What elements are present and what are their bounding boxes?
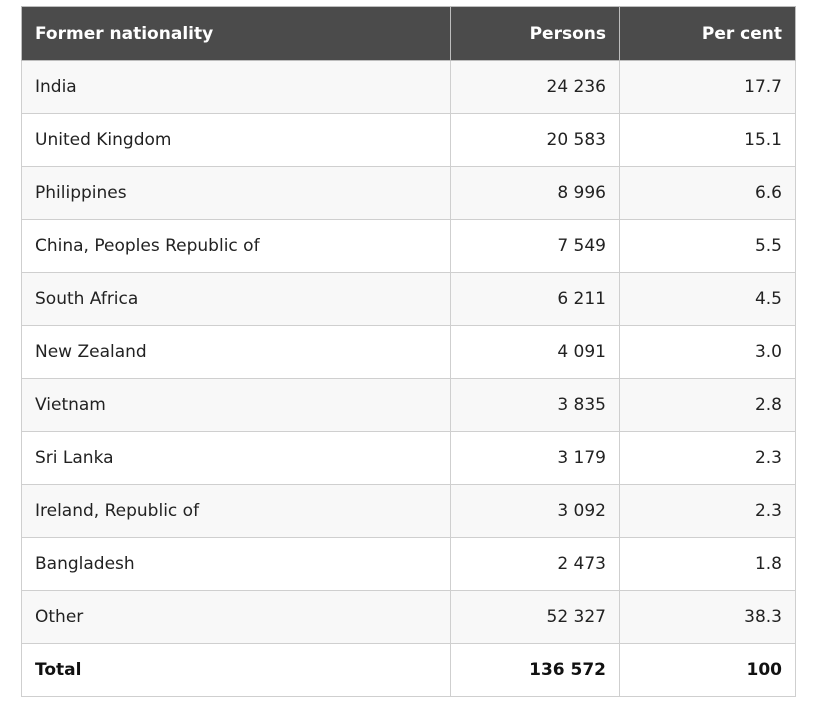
table-row: India 24 236 17.7	[21, 60, 796, 114]
cell-nationality: Vietnam	[21, 378, 451, 432]
cell-percent: 2.3	[619, 484, 796, 538]
cell-percent: 3.0	[619, 325, 796, 379]
cell-nationality: Other	[21, 590, 451, 644]
total-percent: 100	[619, 643, 796, 697]
table-row: Vietnam 3 835 2.8	[21, 378, 796, 432]
cell-nationality: South Africa	[21, 272, 451, 326]
cell-percent: 38.3	[619, 590, 796, 644]
header-persons: Persons	[450, 6, 620, 61]
cell-percent: 5.5	[619, 219, 796, 273]
cell-persons: 24 236	[450, 60, 620, 114]
total-row: Total 136 572 100	[21, 643, 796, 697]
table-row: New Zealand 4 091 3.0	[21, 325, 796, 379]
cell-persons: 52 327	[450, 590, 620, 644]
cell-percent: 15.1	[619, 113, 796, 167]
table-row: China, Peoples Republic of 7 549 5.5	[21, 219, 796, 273]
header-row: Former nationality Persons Per cent	[21, 6, 796, 61]
nationality-table: Former nationality Persons Per cent Indi…	[21, 6, 796, 697]
cell-percent: 2.3	[619, 431, 796, 485]
cell-percent: 6.6	[619, 166, 796, 220]
cell-persons: 3 835	[450, 378, 620, 432]
cell-nationality: China, Peoples Republic of	[21, 219, 451, 273]
cell-persons: 2 473	[450, 537, 620, 591]
cell-percent: 2.8	[619, 378, 796, 432]
total-label: Total	[21, 643, 451, 697]
cell-nationality: New Zealand	[21, 325, 451, 379]
table-container: Former nationality Persons Per cent Indi…	[21, 6, 796, 697]
header-former-nationality: Former nationality	[21, 6, 451, 61]
cell-persons: 3 092	[450, 484, 620, 538]
cell-persons: 6 211	[450, 272, 620, 326]
cell-percent: 1.8	[619, 537, 796, 591]
table-row: Ireland, Republic of 3 092 2.3	[21, 484, 796, 538]
cell-nationality: Ireland, Republic of	[21, 484, 451, 538]
cell-nationality: Philippines	[21, 166, 451, 220]
cell-persons: 7 549	[450, 219, 620, 273]
table-row: Other 52 327 38.3	[21, 590, 796, 644]
total-persons: 136 572	[450, 643, 620, 697]
header-per-cent: Per cent	[619, 6, 796, 61]
cell-percent: 17.7	[619, 60, 796, 114]
table-row: United Kingdom 20 583 15.1	[21, 113, 796, 167]
table-row: Philippines 8 996 6.6	[21, 166, 796, 220]
cell-nationality: Sri Lanka	[21, 431, 451, 485]
cell-persons: 8 996	[450, 166, 620, 220]
cell-nationality: India	[21, 60, 451, 114]
table-row: Sri Lanka 3 179 2.3	[21, 431, 796, 485]
cell-persons: 3 179	[450, 431, 620, 485]
cell-persons: 4 091	[450, 325, 620, 379]
cell-nationality: Bangladesh	[21, 537, 451, 591]
cell-persons: 20 583	[450, 113, 620, 167]
cell-nationality: United Kingdom	[21, 113, 451, 167]
table-row: Bangladesh 2 473 1.8	[21, 537, 796, 591]
table-row: South Africa 6 211 4.5	[21, 272, 796, 326]
cell-percent: 4.5	[619, 272, 796, 326]
